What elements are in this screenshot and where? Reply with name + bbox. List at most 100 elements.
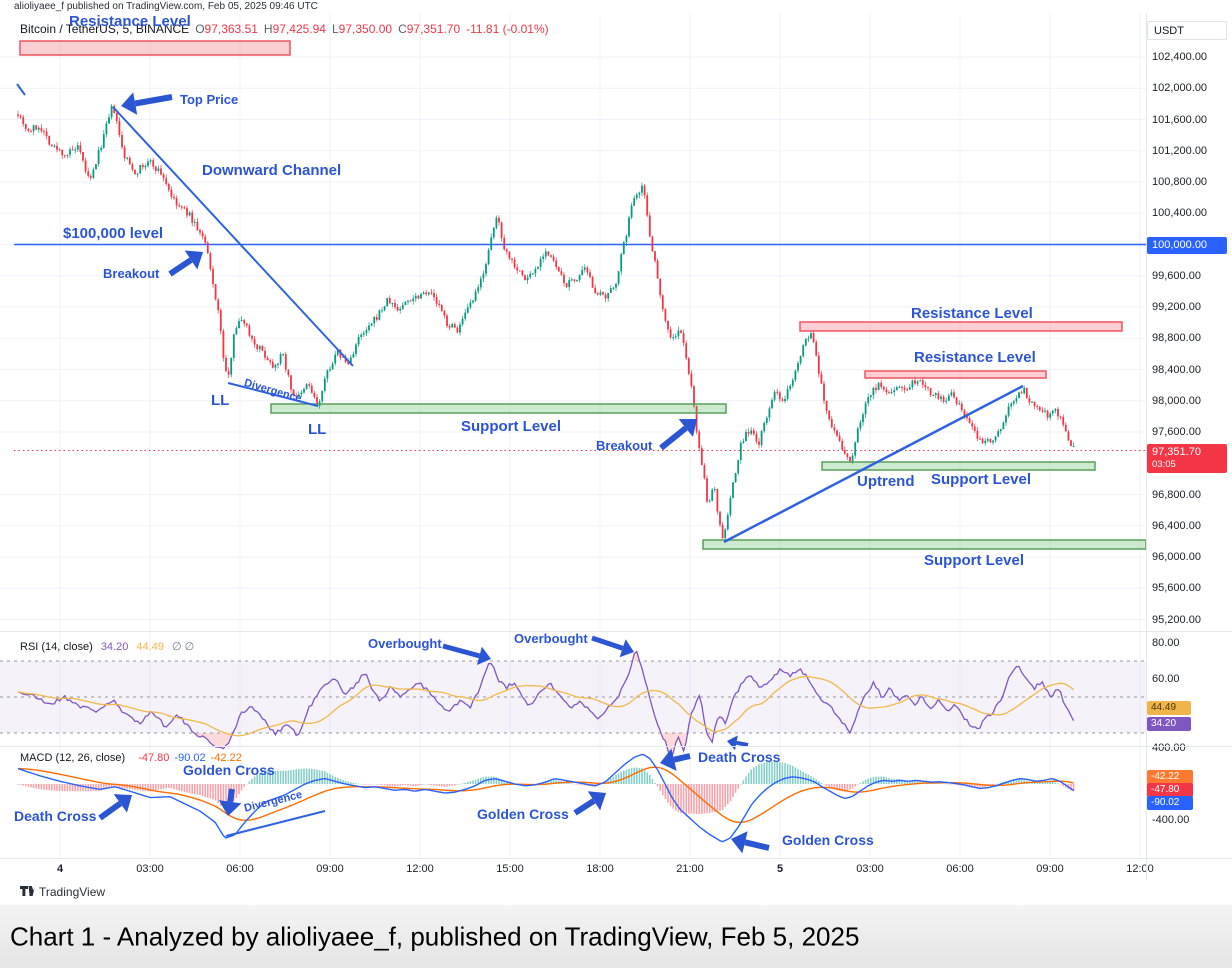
drawing-label-support-level[interactable]: Support Level: [461, 418, 562, 435]
time-axis-separator: [0, 858, 1232, 859]
drawing-label-death-cross[interactable]: Death Cross: [14, 808, 97, 824]
pane-separator[interactable]: [0, 631, 1232, 632]
caption-text: Chart 1 - Analyzed by alioliyaee_f, publ…: [10, 921, 860, 951]
drawing-label-resistance-level[interactable]: Resistance Level: [911, 305, 1033, 322]
macd-value: -47.80: [138, 752, 170, 764]
time-axis-label: 5: [776, 863, 784, 875]
ohlc-label: H: [263, 22, 273, 36]
drawing-label-downward-channel[interactable]: Downward Channel: [202, 162, 342, 179]
price-axis-label: 96,800.00: [1152, 488, 1201, 501]
macd-values: -47.80 -90.02 -42.22: [133, 752, 242, 764]
drawing-label-support-level[interactable]: Support Level: [924, 552, 1025, 569]
macd-axis-label: 400.00: [1152, 741, 1186, 754]
rsi-axis-label: 80.00: [1152, 637, 1180, 649]
macd-title[interactable]: MACD (12, 26, close): [20, 752, 126, 764]
rsi-ma-value: 44.49: [136, 641, 164, 653]
rsi-extra-values: ∅ ∅: [172, 641, 195, 653]
change-value: -11.81 (-0.01%): [466, 22, 549, 36]
drawing-label-uptrend[interactable]: Uptrend: [857, 473, 915, 490]
drawing-label-golden-cross[interactable]: Golden Cross: [477, 806, 569, 822]
macd-value-badge: -47.80: [1147, 783, 1193, 797]
time-axis-label: 09:00: [1036, 863, 1064, 875]
price-axis-label: 102,400.00: [1152, 51, 1208, 63]
price-axis-label: 101,600.00: [1152, 113, 1208, 126]
drawing-label-overbought[interactable]: Overbought: [514, 631, 588, 646]
time-axis-label: 4: [56, 863, 64, 875]
price-axis-label: 100,800.00: [1152, 176, 1208, 188]
macd-axis-label: -400.00: [1152, 814, 1190, 827]
time-axis-label: 06:00: [226, 863, 254, 875]
ohlc-value: 97,425.94: [272, 22, 326, 36]
price-axis-label: 98,800.00: [1152, 332, 1201, 345]
time-axis-label: 03:00: [856, 863, 884, 875]
symbol-header: Bitcoin / TetherUS, 5, BINANCE O97,363.51…: [20, 22, 549, 36]
price-axis-label: 96,400.00: [1152, 519, 1201, 532]
rsi-value-badge: 34.20: [1147, 717, 1191, 731]
drawing-label-golden-cross[interactable]: Golden Cross: [183, 762, 275, 778]
drawing-label-breakout[interactable]: Breakout: [596, 438, 653, 453]
price-axis-label: 100,400.00: [1152, 207, 1208, 220]
symbol-title[interactable]: Bitcoin / TetherUS, 5, BINANCE: [20, 22, 190, 36]
price-axis-label: 97,600.00: [1152, 426, 1201, 438]
ohlc-value: 97,363.51: [204, 22, 258, 36]
drawing-label-death-cross[interactable]: Death Cross: [698, 749, 781, 765]
price-axis-separator: [1146, 14, 1147, 880]
time-axis-label: 03:00: [136, 863, 164, 875]
price-axis-label: 96,000.00: [1152, 551, 1201, 563]
price-axis-label: 98,400.00: [1152, 363, 1201, 376]
price-axis-unit-toggle[interactable]: USDT: [1147, 21, 1227, 40]
drawing-label-breakout[interactable]: Breakout: [103, 266, 160, 281]
ohlc-label: O: [195, 22, 205, 36]
ohlc-label: C: [398, 22, 407, 36]
rsi-pane-header: RSI (14, close) 34.20 44.49 ∅ ∅: [20, 640, 194, 653]
countdown-timer: 03:05: [1152, 459, 1176, 471]
ohlc-label: L: [331, 22, 339, 36]
time-axis-label: 06:00: [946, 863, 974, 875]
price-axis-label: 99,200.00: [1152, 301, 1201, 313]
drawing-label-overbought[interactable]: Overbought: [368, 636, 442, 651]
pane-separator[interactable]: [0, 746, 1232, 747]
macd-value: -42.22: [210, 752, 242, 764]
price-axis-label: 99,600.00: [1152, 269, 1201, 282]
last-price-value: 97,351.70: [1152, 446, 1201, 458]
drawing-label-resistance-level[interactable]: Resistance Level: [914, 349, 1036, 366]
rsi-value: 34.20: [100, 641, 129, 653]
ohlc-value: 97,350.00: [338, 22, 393, 36]
drawing-label-ll[interactable]: LL: [308, 421, 327, 438]
tradingview-logo[interactable]: TradingView: [20, 885, 105, 899]
time-axis-label: 15:00: [496, 863, 524, 875]
tv-glyph-icon: [20, 886, 35, 896]
price-axis-label: 98,000.00: [1152, 394, 1201, 407]
drawing-label-golden-cross[interactable]: Golden Cross: [782, 832, 874, 848]
drawing-label-top-price[interactable]: Top Price: [180, 92, 239, 107]
macd-value-badge: -42.22: [1147, 770, 1193, 784]
price-axis-label: 101,200.00: [1152, 144, 1208, 157]
drawing-label-support-level[interactable]: Support Level: [931, 471, 1032, 488]
drawing-label-ll[interactable]: LL: [211, 392, 230, 409]
time-axis-label: 12:00: [1126, 863, 1154, 875]
chart-canvas[interactable]: [0, 0, 1232, 905]
rsi-value-badge: 44.49: [1147, 701, 1191, 715]
price-axis-label: 95,600.00: [1152, 582, 1201, 595]
publish-attribution: alioliyaee_f published on TradingView.co…: [14, 1, 318, 12]
macd-value-badge: -90.02: [1147, 796, 1193, 810]
rsi-axis-label: 60.00: [1152, 673, 1180, 685]
price-axis-label: 95,200.00: [1152, 613, 1201, 626]
price-level-badge: 100,000.00: [1147, 236, 1227, 254]
caption-bar: Chart 1 - Analyzed by alioliyaee_f, publ…: [0, 905, 1232, 968]
last-price-badge: 97,351.70 03:05: [1147, 444, 1227, 473]
ohlc-value: 97,351.70: [406, 22, 461, 36]
time-axis-label: 18:00: [586, 863, 614, 875]
macd-value: -90.02: [174, 752, 206, 764]
drawing-label-resistance-level[interactable]: Resistance Level: [69, 13, 191, 30]
tv-logo-text: TradingView: [39, 885, 106, 899]
time-axis-label: 09:00: [316, 863, 344, 875]
ohlc-values: O97,363.51 H97,425.94 L97,350.00 C97,351.70: [189, 22, 460, 36]
macd-pane-header: MACD (12, 26, close) -47.80 -90.02 -42.22: [20, 752, 242, 764]
time-axis-label: 12:00: [406, 863, 434, 875]
price-axis-label: 102,000.00: [1152, 82, 1208, 95]
time-axis-label: 21:00: [676, 863, 704, 875]
drawing-label--100-000-level[interactable]: $100,000 level: [63, 225, 164, 242]
rsi-title[interactable]: RSI (14, close): [20, 641, 93, 653]
